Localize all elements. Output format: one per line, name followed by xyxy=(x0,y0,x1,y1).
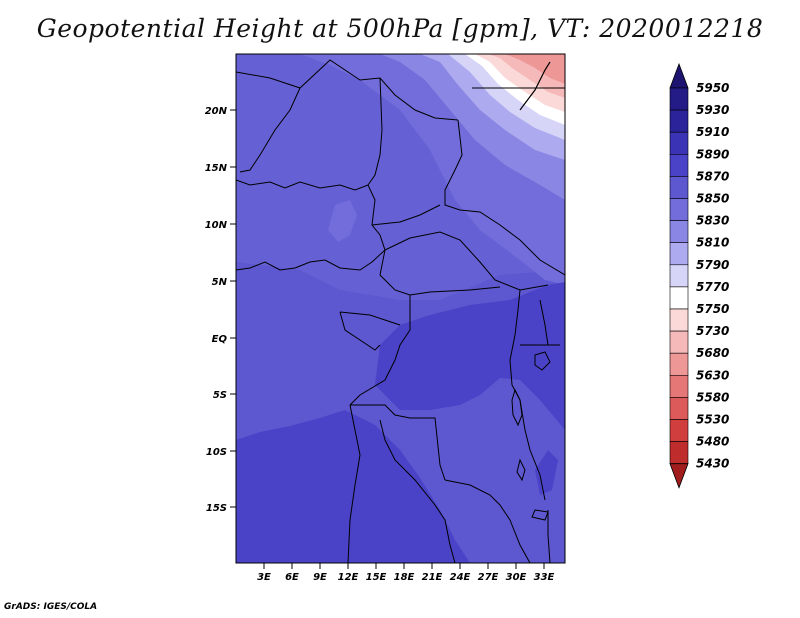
lon-label: 24E xyxy=(450,572,471,583)
colorbar-label: 5790 xyxy=(696,258,729,272)
lon-label: 15E xyxy=(366,572,387,583)
lon-label: 9E xyxy=(313,572,327,583)
lat-axis: 20N 15N 10N 5N EQ 5S 10S 15S xyxy=(205,106,236,514)
colorbar-label: 5750 xyxy=(696,302,729,316)
map-title: Geopotential Height at 500hPa [gpm], VT:… xyxy=(36,14,764,43)
colorbar-band xyxy=(669,397,689,420)
lon-label: 33E xyxy=(534,572,555,583)
lat-label: 20N xyxy=(205,106,228,117)
colorbar-band xyxy=(669,330,689,354)
colorbar-label: 5870 xyxy=(696,169,729,183)
colorbar-band xyxy=(669,419,689,442)
colorbar-label: 5430 xyxy=(696,457,729,471)
colorbar-label: 5730 xyxy=(696,324,729,338)
lat-label: 15S xyxy=(206,503,227,514)
colorbar-band xyxy=(669,198,689,221)
colorbar-band xyxy=(669,264,689,288)
colorbar-label: 5850 xyxy=(696,192,729,206)
colorbar-band xyxy=(669,286,689,310)
colorbar-band xyxy=(669,441,689,465)
colorbar-label: 5890 xyxy=(696,147,729,161)
colorbar-label: 5530 xyxy=(696,413,729,427)
colorbar-label: 5580 xyxy=(696,390,729,404)
lon-axis: 3E 6E 9E 12E 15E 18E 21E 24E 27E 30E 33E xyxy=(257,563,555,583)
colorbar-label: 5630 xyxy=(696,368,729,382)
lat-label: 15N xyxy=(205,163,228,174)
field-band-5890-south xyxy=(236,410,470,563)
colorbar-band xyxy=(669,374,689,398)
lat-label: 5S xyxy=(213,390,227,401)
colorbar-label: 5770 xyxy=(696,280,729,294)
colorbar-label: 5830 xyxy=(696,214,729,228)
colorbar-band xyxy=(669,154,689,177)
colorbar-band xyxy=(669,87,689,111)
lon-label: 21E xyxy=(422,572,443,583)
colorbar-bottom-arrow xyxy=(669,463,689,489)
field-patch-nigeria xyxy=(328,200,357,242)
map-panel xyxy=(236,54,565,563)
colorbar-top-arrow xyxy=(669,62,689,89)
colorbar-label: 5810 xyxy=(696,236,729,250)
field-patch-east xyxy=(535,450,558,495)
colorbar-band xyxy=(669,352,689,376)
colorbar-band xyxy=(669,131,689,155)
colorbar-label: 5480 xyxy=(696,435,729,449)
map-frame xyxy=(235,53,566,564)
colorbar-label: 5930 xyxy=(696,103,729,117)
lat-label: EQ xyxy=(212,334,228,345)
lat-label: 10N xyxy=(205,220,228,231)
colorbar-label: 5910 xyxy=(696,125,729,139)
country-borders xyxy=(236,59,565,563)
colorbar-label: 5950 xyxy=(696,81,729,95)
lon-label: 12E xyxy=(338,572,359,583)
colorbar-band xyxy=(669,308,689,332)
field-band-5680 xyxy=(505,54,565,84)
lon-label: 30E xyxy=(506,572,527,583)
lat-label: 5N xyxy=(212,277,228,288)
colorbar-band xyxy=(669,109,689,133)
lon-label: 6E xyxy=(285,572,299,583)
lon-label: 18E xyxy=(394,572,415,583)
colorbar-band xyxy=(669,220,689,244)
colorbar-label: 5680 xyxy=(696,346,729,360)
lon-label: 27E xyxy=(478,572,499,583)
red-sea-coast xyxy=(519,61,551,111)
colorbar-band xyxy=(669,242,689,266)
colorbar: 5950 5930 5910 5890 5870 5850 5830 5810 5790 5770… xyxy=(669,62,729,489)
lake-outlines xyxy=(511,351,551,521)
lon-label: 3E xyxy=(257,572,271,583)
lat-label: 10S xyxy=(206,447,227,458)
grads-credit: GrADS: IGES/COLA xyxy=(4,602,98,612)
field-band-5890-central xyxy=(375,282,565,430)
colorbar-band xyxy=(669,176,689,199)
